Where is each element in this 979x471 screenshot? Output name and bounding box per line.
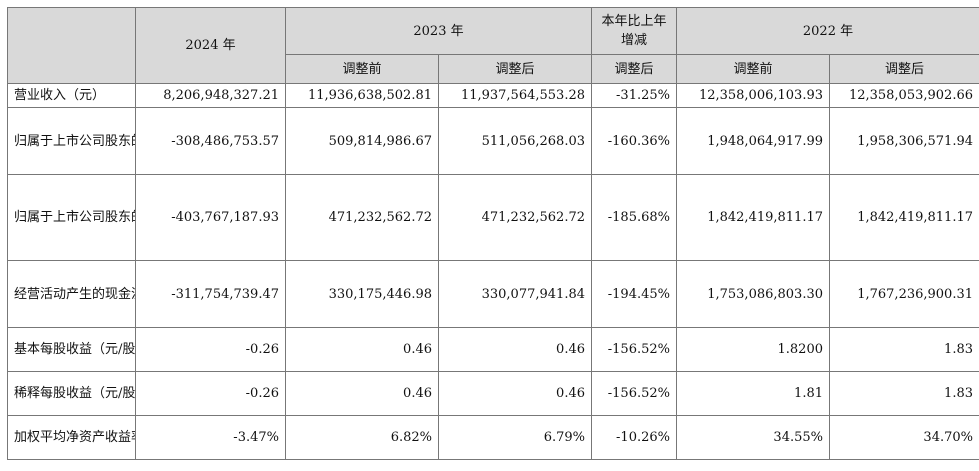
value-2024: -308,486,753.57 bbox=[135, 107, 286, 175]
value-change: -160.36% bbox=[591, 107, 677, 175]
value-2023-before: 330,175,446.98 bbox=[285, 260, 439, 328]
row-label: 基本每股收益（元/股） bbox=[7, 327, 136, 372]
value-2022-after: 1.83 bbox=[829, 371, 979, 416]
value-2023-after: 330,077,941.84 bbox=[438, 260, 592, 328]
value-2024: -0.26 bbox=[135, 327, 286, 372]
row-label: 营业收入（元） bbox=[7, 83, 136, 108]
value-2023-before: 509,814,986.67 bbox=[285, 107, 439, 175]
row-label: 经营活动产生的现金流量净额（元） bbox=[7, 260, 136, 328]
value-2023-before: 6.82% bbox=[285, 415, 439, 460]
value-2022-before: 12,358,006,103.93 bbox=[676, 83, 830, 108]
value-2022-after: 1,767,236,900.31 bbox=[829, 260, 979, 328]
header-yoy-change: 本年比上年增减 bbox=[591, 7, 677, 55]
value-2022-before: 1,753,086,803.30 bbox=[676, 260, 830, 328]
table-row: 稀释每股收益（元/股） -0.26 0.46 0.46 -156.52% 1.81 1.83 bbox=[7, 371, 979, 416]
header-change-after: 调整后 bbox=[591, 54, 677, 84]
row-label: 稀释每股收益（元/股） bbox=[7, 371, 136, 416]
value-change: -194.45% bbox=[591, 260, 677, 328]
value-2023-before: 0.46 bbox=[285, 371, 439, 416]
value-2022-after: 1.83 bbox=[829, 327, 979, 372]
header-2023-after: 调整后 bbox=[438, 54, 592, 84]
value-change: -31.25% bbox=[591, 83, 677, 108]
table-row: 经营活动产生的现金流量净额（元）-311,754,739.47330,175,4… bbox=[7, 260, 979, 328]
header-2022-before: 调整前 bbox=[676, 54, 830, 84]
table-row: 归属于上市公司股东的扣除非经常性损益的净利润（元）-403,767,187.93… bbox=[7, 174, 979, 261]
value-2023-before: 471,232,562.72 bbox=[285, 174, 439, 261]
header-year-2022: 2022 年 bbox=[676, 7, 979, 55]
header-year-2023: 2023 年 bbox=[285, 7, 592, 55]
table-row: 营业收入（元） 8,206,948,327.21 11,936,638,502.81… bbox=[7, 83, 979, 108]
value-2022-after: 34.70% bbox=[829, 415, 979, 460]
value-2023-after: 471,232,562.72 bbox=[438, 174, 592, 261]
value-2022-before: 1,948,064,917.99 bbox=[676, 107, 830, 175]
header-2023-before: 调整前 bbox=[285, 54, 439, 84]
value-change: -185.68% bbox=[591, 174, 677, 261]
value-2023-after: 6.79% bbox=[438, 415, 592, 460]
value-change: -156.52% bbox=[591, 371, 677, 416]
row-label: 归属于上市公司股东的扣除非经常性损益的净利润（元） bbox=[7, 174, 136, 261]
value-2024: -3.47% bbox=[135, 415, 286, 460]
value-2024: 8,206,948,327.21 bbox=[135, 83, 286, 108]
value-change: -10.26% bbox=[591, 415, 677, 460]
table-row: 归属于上市公司股东的净利润（元）-308,486,753.57509,814,9… bbox=[7, 107, 979, 175]
value-2024: -403,767,187.93 bbox=[135, 174, 286, 261]
table-row: 基本每股收益（元/股） -0.26 0.46 0.46 -156.52% 1.8200 1.… bbox=[7, 327, 979, 372]
row-label: 加权平均净资产收益率 bbox=[7, 415, 136, 460]
financial-data-table: 2024 年 2023 年 本年比上年增减 2022 年 调整前 调整后 调整后… bbox=[7, 7, 979, 460]
value-2024: -0.26 bbox=[135, 371, 286, 416]
header-year-2024: 2024 年 bbox=[135, 7, 286, 84]
value-2023-before: 0.46 bbox=[285, 327, 439, 372]
header-2022-after: 调整后 bbox=[829, 54, 979, 84]
value-2022-after: 1,958,306,571.94 bbox=[829, 107, 979, 175]
table-row: 加权平均净资产收益率 -3.47% 6.82% 6.79% -10.26% 34.55% 3… bbox=[7, 415, 979, 460]
value-2022-before: 34.55% bbox=[676, 415, 830, 460]
value-change: -156.52% bbox=[591, 327, 677, 372]
value-2023-after: 11,937,564,553.28 bbox=[438, 83, 592, 108]
value-2022-after: 1,842,419,811.17 bbox=[829, 174, 979, 261]
value-2023-after: 0.46 bbox=[438, 327, 592, 372]
value-2023-before: 11,936,638,502.81 bbox=[285, 83, 439, 108]
value-2023-after: 0.46 bbox=[438, 371, 592, 416]
value-2023-after: 511,056,268.03 bbox=[438, 107, 592, 175]
value-2022-after: 12,358,053,902.66 bbox=[829, 83, 979, 108]
value-2022-before: 1,842,419,811.17 bbox=[676, 174, 830, 261]
row-label: 归属于上市公司股东的净利润（元） bbox=[7, 107, 136, 175]
header-blank-cell bbox=[7, 7, 136, 84]
value-2024: -311,754,739.47 bbox=[135, 260, 286, 328]
value-2022-before: 1.81 bbox=[676, 371, 830, 416]
value-2022-before: 1.8200 bbox=[676, 327, 830, 372]
